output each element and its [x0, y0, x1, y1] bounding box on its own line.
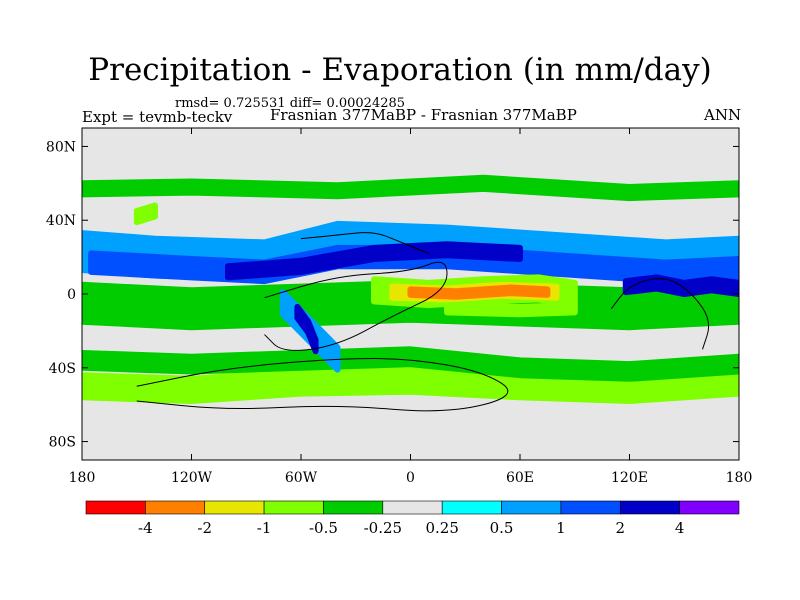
colorbar-swatch: [204, 500, 265, 515]
coastline-central-continent: [264, 261, 448, 351]
field-region-8: [444, 302, 578, 318]
field-region-7: [622, 274, 739, 297]
y-tick-label: 80N: [46, 139, 76, 155]
x-tick-label: 0: [406, 470, 415, 486]
colorbar-label: 1: [556, 519, 566, 537]
y-tick-label: 80S: [49, 435, 76, 451]
field-region-14: [133, 202, 158, 226]
colorbar-swatch: [679, 500, 740, 515]
colorbar-swatch: [263, 500, 324, 515]
colorbar-label: 0.5: [490, 519, 514, 537]
coastline-layer: [136, 232, 710, 412]
colorbar-label: -1: [257, 519, 272, 537]
colorbar-label: -0.25: [364, 519, 402, 537]
colorbar-label: 0.25: [425, 519, 458, 537]
season-label: ANN: [704, 106, 742, 124]
field-region-6: [407, 284, 551, 300]
colorbar-swatch: [441, 500, 502, 515]
x-tick-label: 180: [69, 470, 96, 486]
colorbar: -4 -2 -1 -0.5 -0.25 0.25 0.5 1 2 4: [85, 500, 740, 537]
colorbar-label: -0.5: [309, 519, 338, 537]
x-tick-label: 180: [726, 470, 753, 486]
colorbar-swatch: [619, 500, 680, 515]
colorbar-swatch: [560, 500, 621, 515]
y-tick-label: 0: [67, 287, 76, 303]
colorbar-swatch: [382, 500, 443, 515]
chart-title: Precipitation - Evaporation (in mm/day): [88, 52, 712, 88]
field-region-13: [82, 174, 739, 202]
coastline-southern-continent: [136, 358, 509, 412]
coastline-north-island-chain: [300, 232, 429, 254]
field-layer: [82, 174, 739, 404]
x-tick-label: 60E: [506, 470, 534, 486]
field-region-3: [225, 241, 523, 281]
chart-subtitle: rmsd= 0.725531 diff= 0.00024285: [175, 96, 406, 111]
y-tick-label: 40S: [49, 361, 76, 377]
colorbar-label: -2: [197, 519, 212, 537]
coastline-eastern-landmass: [610, 278, 710, 350]
colorbar-swatch: [85, 500, 146, 515]
colorbar-swatch: [145, 500, 206, 515]
x-tick-label: 120E: [611, 470, 648, 486]
x-tick-label: 120W: [171, 470, 213, 486]
colorbar-label: -4: [138, 519, 153, 537]
y-tick-label: 40N: [46, 213, 76, 229]
field-region-12: [294, 303, 319, 355]
colorbar-label: 2: [615, 519, 625, 537]
experiment-label: Expt = tevmb-teckv: [82, 108, 233, 126]
x-tick-label: 60W: [285, 470, 318, 486]
colorbar-swatch: [323, 500, 384, 515]
colorbar-label: 4: [675, 519, 685, 537]
comparison-label: Frasnian 377MaBP - Frasnian 377MaBP: [270, 106, 577, 124]
colorbar-swatch: [501, 500, 562, 515]
axis-layer: 180 120W 60W 0 60E 120E 180 80N 40N 0 40S 80S: [46, 128, 752, 486]
